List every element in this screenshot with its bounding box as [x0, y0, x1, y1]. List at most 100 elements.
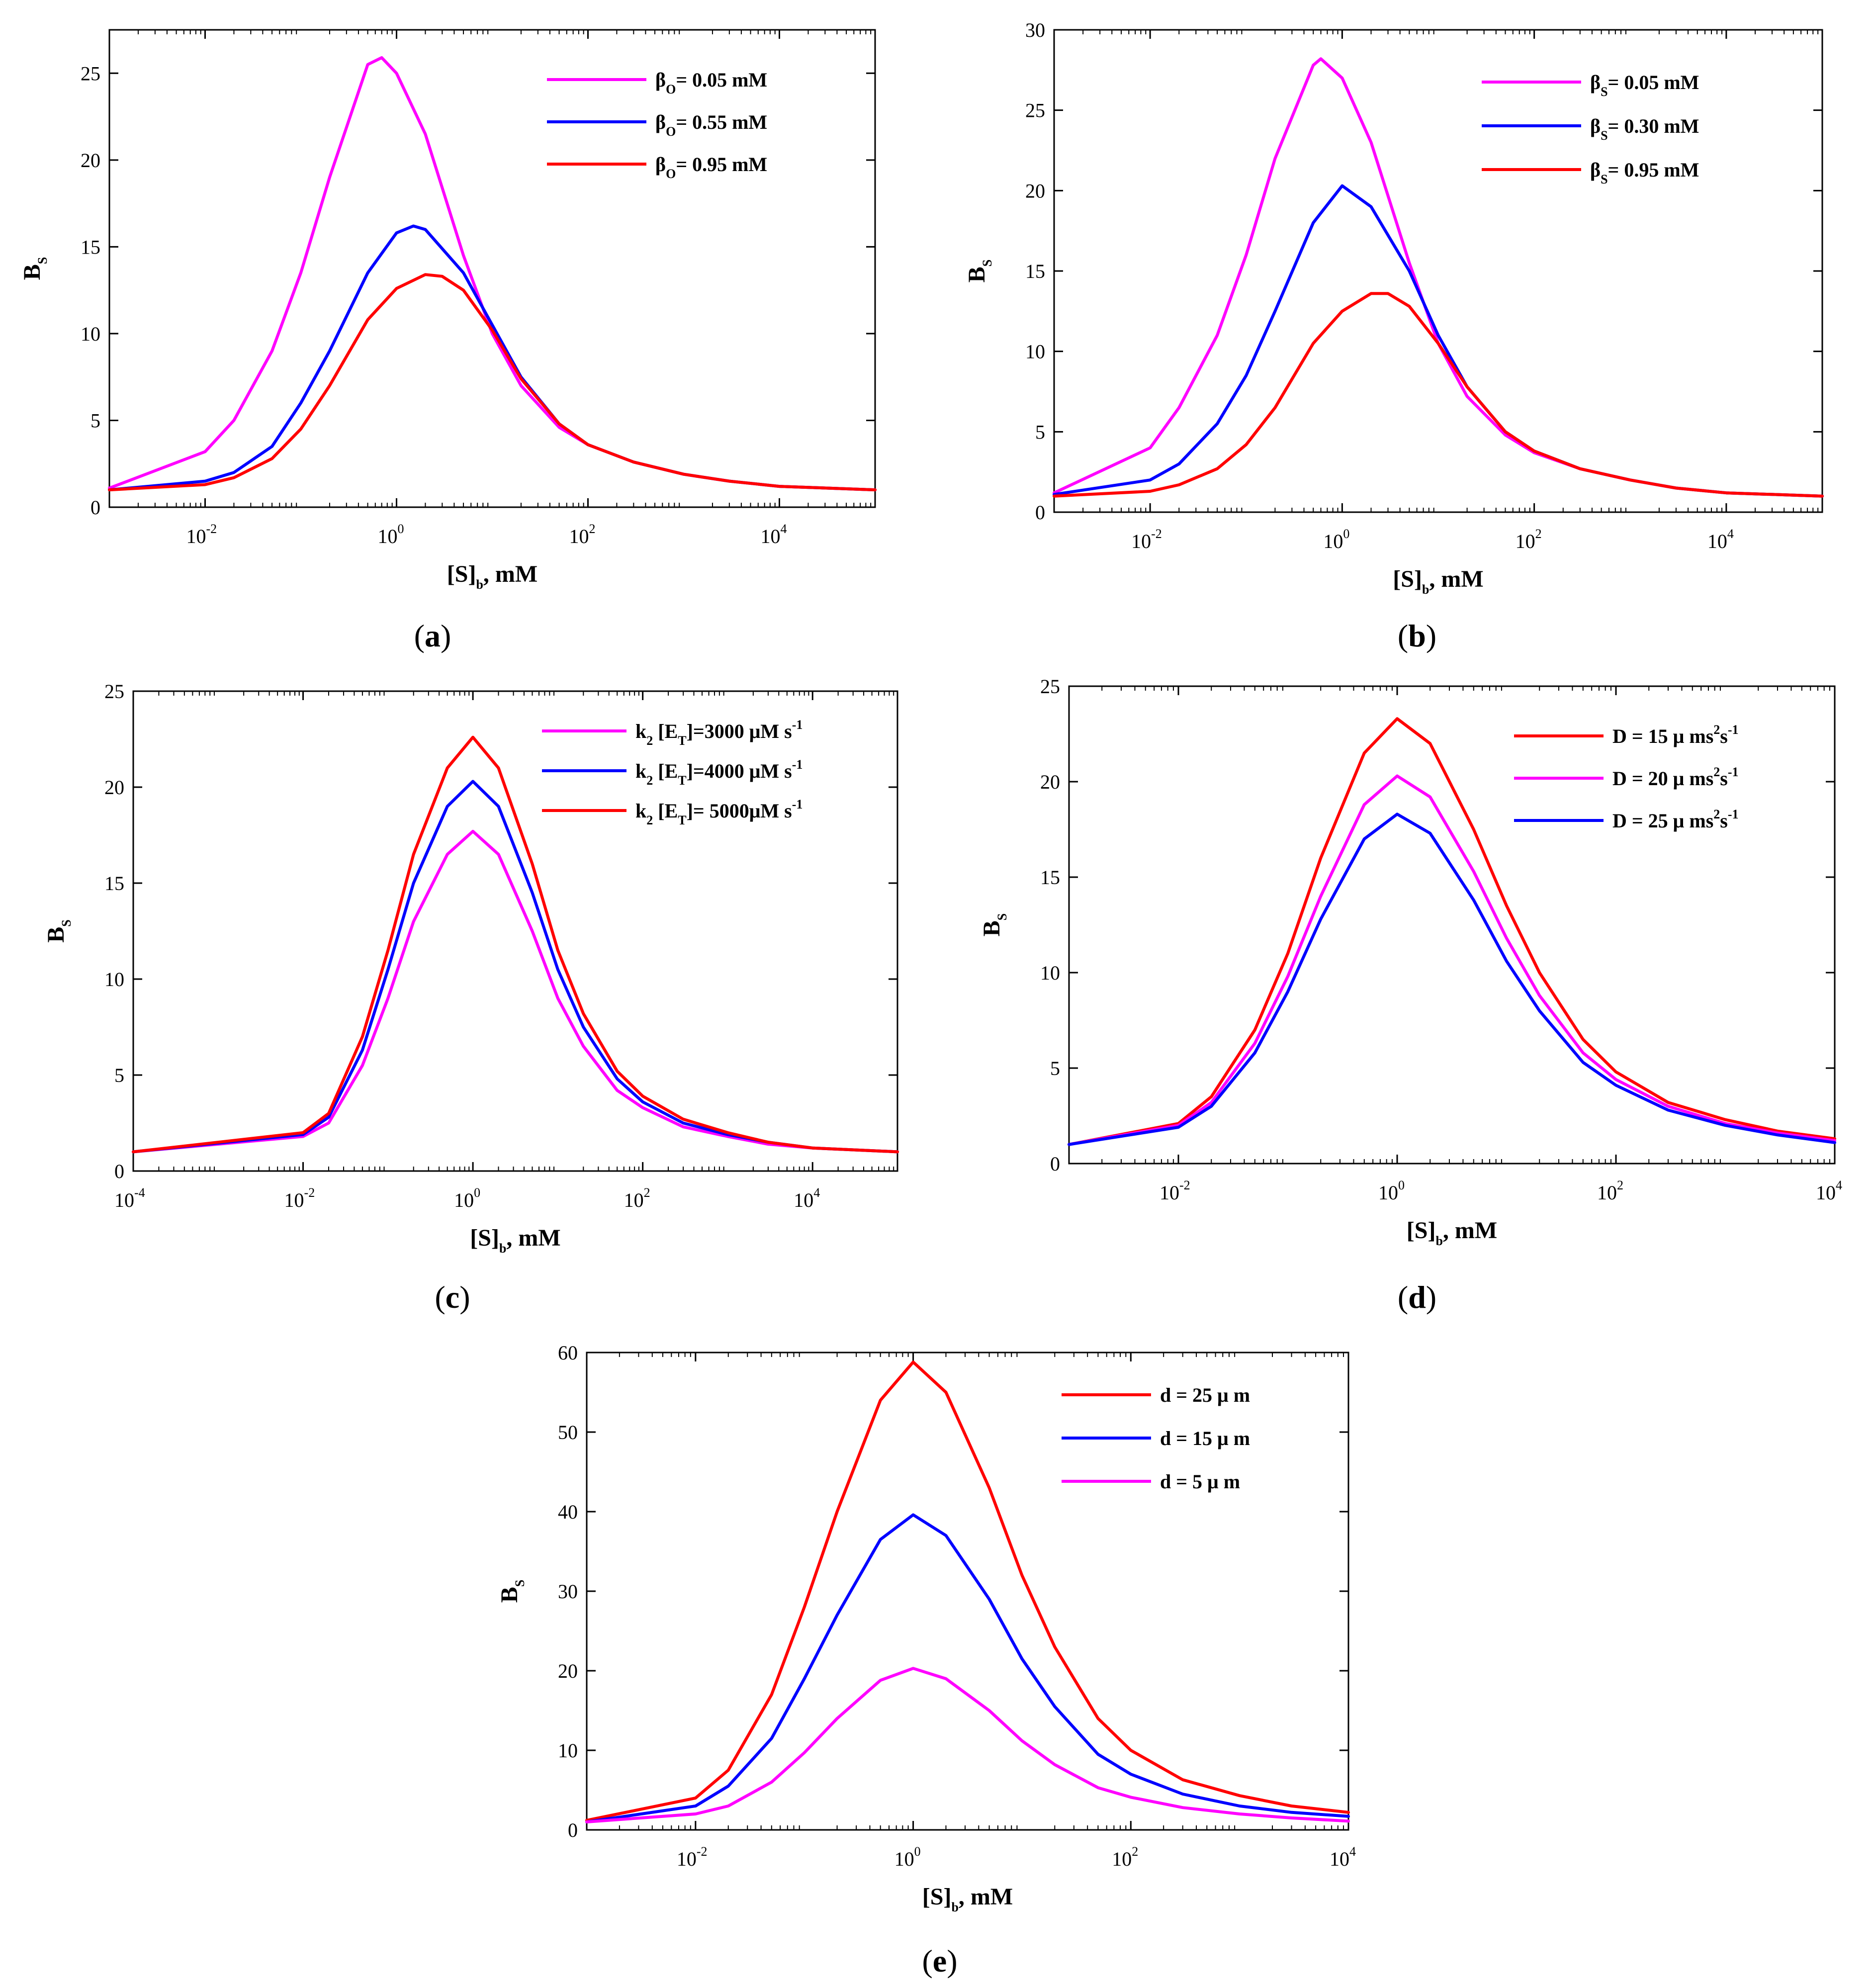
legend-subscript: O — [666, 82, 676, 96]
x-tick-base: 10 — [186, 525, 206, 547]
legend-text-part: β — [1590, 159, 1601, 181]
y-tick-label: 15 — [104, 872, 124, 895]
x-tick-label: 10-2 — [1160, 1178, 1190, 1204]
legend-subscript: 2 — [646, 813, 653, 827]
x-tick-exponent: 0 — [1398, 1178, 1405, 1192]
x-tick-base: 10 — [1378, 1181, 1398, 1204]
legend-superscript: -1 — [792, 757, 803, 772]
legend-label: d = 15 μ m — [1160, 1427, 1250, 1449]
legend-superscript: -1 — [1728, 723, 1739, 737]
x-tick-label: 102 — [1597, 1178, 1623, 1204]
legend-subscript: S — [1601, 128, 1607, 143]
y-axis-label-subscript: S — [995, 913, 1009, 920]
x-tick-label: 10-2 — [677, 1844, 708, 1870]
x-tick-exponent: -2 — [697, 1844, 708, 1859]
y-tick-label: 25 — [104, 680, 124, 703]
legend-text-part: [E — [653, 720, 678, 742]
x-axis-label-main: [S] — [1393, 566, 1422, 592]
x-tick-exponent: 4 — [781, 522, 787, 536]
legend-subscript: 2 — [646, 773, 653, 788]
y-tick-label: 15 — [1025, 260, 1045, 282]
x-tick-exponent: 4 — [1836, 1178, 1842, 1192]
y-tick-label: 20 — [104, 776, 124, 799]
legend-superscript: -1 — [792, 797, 803, 812]
caption-paren: ( — [1398, 1279, 1408, 1315]
y-tick-label: 20 — [1040, 771, 1060, 793]
x-axis-label-units: , mM — [483, 561, 537, 587]
caption-letter: a — [425, 618, 441, 653]
x-axis-label-subscript: b — [499, 1241, 506, 1256]
x-axis-label: [S]b, mM — [1393, 566, 1483, 597]
x-axis-label-main: [S] — [447, 561, 476, 587]
legend-text-part: β — [655, 69, 666, 91]
caption-paren: ) — [459, 1279, 470, 1315]
y-tick-label: 5 — [114, 1064, 124, 1086]
legend-text-part: β — [655, 153, 666, 176]
y-tick-label: 0 — [1035, 501, 1045, 524]
x-tick-label: 10-4 — [114, 1185, 145, 1211]
x-tick-exponent: 0 — [914, 1844, 921, 1859]
y-tick-label: 5 — [90, 409, 100, 432]
legend-text-part: β — [1590, 115, 1601, 137]
legend-text-part: β — [1590, 71, 1601, 93]
series-line — [132, 829, 899, 1154]
panel-caption: (c) — [435, 1279, 470, 1315]
x-axis-label-units: , mM — [959, 1884, 1013, 1910]
series-line — [132, 735, 899, 1154]
y-tick-label: 30 — [1025, 19, 1045, 41]
y-axis-label-main: B — [964, 267, 990, 282]
series-line — [108, 224, 877, 492]
x-tick-base: 10 — [1131, 530, 1151, 552]
legend-text-part: s — [1720, 725, 1728, 747]
y-axis-label-subscript: S — [59, 919, 74, 926]
x-tick-label: 102 — [569, 522, 596, 547]
legend-label: D = 25 μ ms2s-1 — [1612, 807, 1739, 832]
x-tick-exponent: 2 — [589, 522, 596, 536]
y-tick-label: 20 — [558, 1660, 578, 1682]
y-tick-label: 15 — [1040, 866, 1060, 889]
x-tick-exponent: -2 — [206, 522, 217, 536]
x-tick-label: 102 — [1516, 527, 1542, 552]
x-tick-base: 10 — [761, 525, 781, 547]
legend-label: βS= 0.95 mM — [1590, 159, 1699, 186]
x-tick-label: 100 — [1378, 1178, 1405, 1204]
x-tick-label: 104 — [761, 522, 787, 547]
x-tick-exponent: 4 — [1349, 1844, 1356, 1859]
x-tick-label: 104 — [1816, 1178, 1842, 1204]
legend-text-part: D = 25 μ m — [1612, 810, 1706, 832]
legend-subscript: S — [1601, 85, 1607, 99]
y-axis-label-main: B — [496, 1587, 523, 1603]
y-axis-label-main: B — [19, 264, 45, 280]
legend-label: βO= 0.05 mM — [655, 69, 767, 96]
legend-subscript: S — [1601, 172, 1607, 186]
legend-text-part: D = 15 μ m — [1612, 725, 1706, 747]
legend-text-part: d = 15 μ m — [1160, 1427, 1250, 1449]
x-tick-label: 10-2 — [186, 522, 217, 547]
x-tick-exponent: 0 — [1343, 527, 1349, 541]
x-tick-label: 104 — [1330, 1844, 1356, 1870]
x-tick-exponent: 2 — [1132, 1844, 1138, 1859]
legend-text-part: = 0.05 mM — [676, 69, 767, 91]
legend-text-part: ]= 5000μM s — [687, 800, 792, 822]
series-line — [1068, 774, 1836, 1146]
plot-frame — [108, 29, 876, 508]
x-axis-label-units: , mM — [1443, 1217, 1497, 1244]
y-tick-label: 10 — [558, 1739, 578, 1762]
y-axis-label: BS — [43, 919, 74, 942]
legend-text-part: k — [635, 720, 647, 742]
y-tick-label: 0 — [568, 1819, 578, 1841]
x-axis-label-subscript: b — [951, 1900, 958, 1914]
legend-label: k2 [ET]=4000 μM s-1 — [635, 757, 803, 788]
y-tick-label: 60 — [558, 1342, 578, 1364]
x-tick-label: 100 — [894, 1844, 921, 1870]
y-tick-label: 50 — [558, 1421, 578, 1444]
legend-label: βS= 0.05 mM — [1590, 71, 1699, 99]
plot-frame — [1053, 29, 1823, 513]
y-tick-label: 10 — [1040, 962, 1060, 984]
legend-text-part: = 0.05 mM — [1608, 71, 1699, 93]
x-tick-exponent: -2 — [1179, 1178, 1190, 1192]
x-tick-base: 10 — [1112, 1848, 1132, 1870]
